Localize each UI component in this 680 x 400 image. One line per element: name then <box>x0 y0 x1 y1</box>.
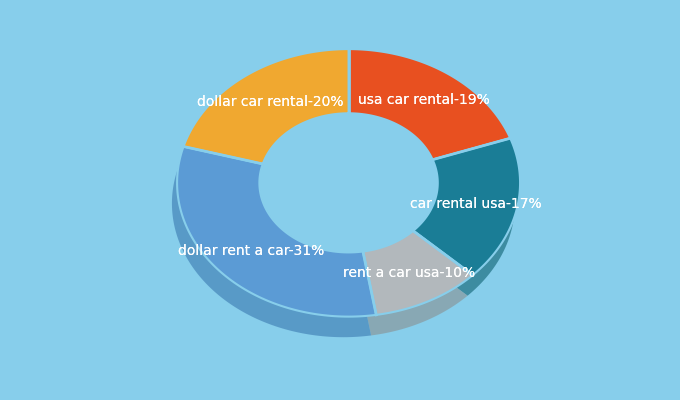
Polygon shape <box>413 138 520 275</box>
Text: dollar car rental-20%: dollar car rental-20% <box>197 95 343 109</box>
Ellipse shape <box>259 113 438 252</box>
Polygon shape <box>184 49 349 164</box>
Polygon shape <box>178 70 343 184</box>
Text: rent a car usa-10%: rent a car usa-10% <box>343 266 475 280</box>
Text: usa car rental-19%: usa car rental-19% <box>358 93 490 107</box>
Text: dollar rent a car-31%: dollar rent a car-31% <box>178 244 324 258</box>
Text: car rental usa-17%: car rental usa-17% <box>410 197 542 211</box>
Polygon shape <box>408 159 515 296</box>
Polygon shape <box>358 252 468 336</box>
Polygon shape <box>363 231 473 315</box>
Text: usa car rental-19%: usa car rental-19% <box>358 93 490 107</box>
Polygon shape <box>343 70 505 180</box>
Text: dollar rent a car-31%: dollar rent a car-31% <box>178 244 324 258</box>
Polygon shape <box>172 167 371 337</box>
Polygon shape <box>177 146 376 317</box>
Text: dollar car rental-20%: dollar car rental-20% <box>197 95 343 109</box>
Polygon shape <box>349 49 510 160</box>
Text: rent a car usa-10%: rent a car usa-10% <box>343 266 475 280</box>
Text: car rental usa-17%: car rental usa-17% <box>410 197 542 211</box>
